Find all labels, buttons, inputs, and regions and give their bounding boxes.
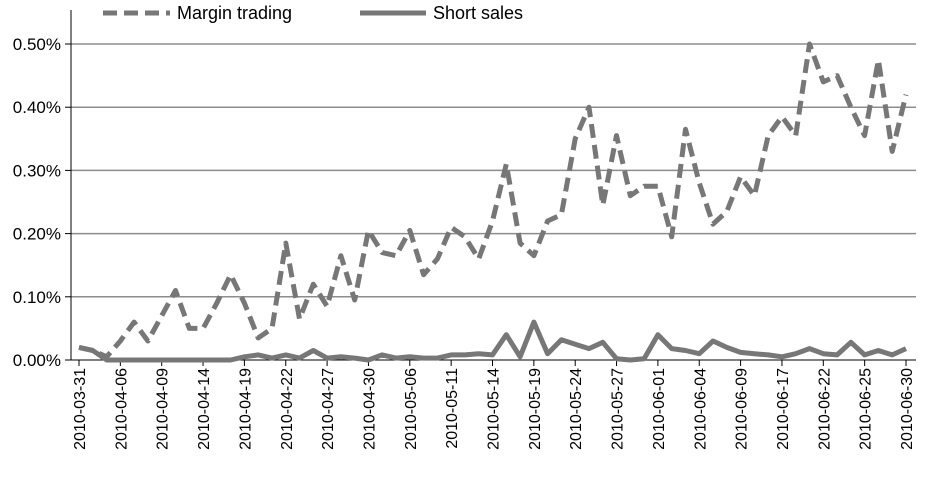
x-tick-label: 2010-04-09 [155, 368, 172, 450]
x-tick-label: 2010-05-14 [486, 368, 503, 450]
x-tick-label: 2010-04-27 [320, 368, 337, 450]
y-tick-label: 0.20% [13, 225, 61, 244]
margin-trading-line [78, 41, 909, 360]
y-tick-label: 0.40% [13, 98, 61, 117]
short-sales-line [78, 319, 908, 363]
x-tick-label: 2010-03-31 [72, 368, 89, 450]
x-tick-label: 2010-05-19 [527, 368, 544, 450]
x-axis-ticks: 2010-03-31 2010-04-06 2010-04-09 2010-04-14… [72, 360, 916, 450]
x-tick-label: 2010-05-11 [444, 368, 461, 449]
x-tick-label: 2010-04-06 [113, 368, 130, 450]
y-tick-label: 0.00% [13, 351, 61, 370]
y-tick-label: 0.30% [13, 161, 61, 180]
y-tick-label: 0.50% [13, 35, 61, 54]
y-tick-label: 0.10% [13, 288, 61, 307]
legend-label-margin-trading: Margin trading [177, 3, 292, 23]
x-tick-label: 2010-06-30 [899, 368, 916, 450]
series-lines [78, 41, 909, 363]
x-tick-label: 2010-06-22 [816, 368, 833, 450]
legend-label-short-sales: Short sales [433, 3, 523, 23]
x-tick-label: 2010-05-06 [403, 368, 420, 450]
x-tick-label: 2010-05-27 [610, 368, 627, 450]
legend: Margin trading Short sales [103, 3, 523, 23]
y-axis-ticks: 0.00% 0.10% 0.20% 0.30% 0.40% 0.50% [13, 35, 71, 370]
x-tick-label: 2010-04-19 [237, 368, 254, 450]
x-tick-label: 2010-06-01 [651, 368, 668, 450]
x-tick-label: 2010-05-24 [568, 368, 585, 450]
x-tick-label: 2010-06-17 [775, 368, 792, 450]
x-tick-label: 2010-04-30 [361, 368, 378, 450]
axes [70, 10, 916, 361]
gridlines [71, 43, 916, 298]
x-tick-label: 2010-06-09 [734, 368, 751, 450]
x-tick-label: 2010-04-14 [196, 368, 213, 450]
x-tick-label: 2010-04-22 [279, 368, 296, 450]
x-tick-label: 2010-06-04 [692, 368, 709, 450]
x-tick-label: 2010-06-25 [858, 368, 875, 450]
